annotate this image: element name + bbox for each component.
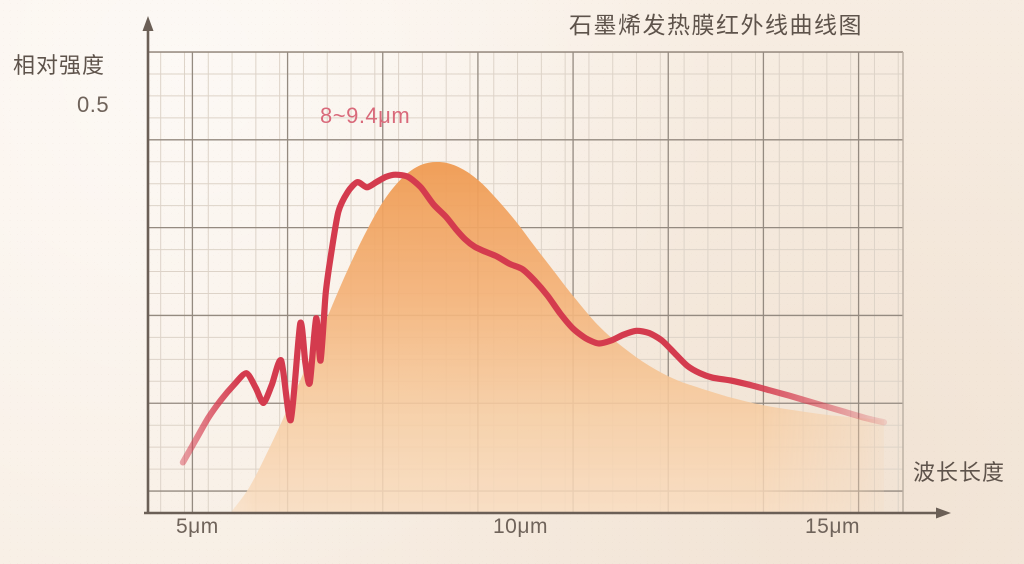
x-axis-tick-label-5um: 5μm xyxy=(176,515,219,538)
x-axis-tick-label-10um: 10μm xyxy=(493,515,548,538)
x-axis-tick-label-15um: 15μm xyxy=(805,515,860,538)
y-axis-title: 相对强度 xyxy=(13,53,106,78)
axes xyxy=(142,16,951,519)
y-axis-tick-label: 0.5 xyxy=(77,92,110,117)
graphene-emission-curve xyxy=(179,171,888,466)
y-axis-arrow-icon xyxy=(142,16,154,31)
x-axis-arrow-icon xyxy=(936,507,951,519)
chart-title: 石墨烯发热膜红外线曲线图 xyxy=(569,12,863,38)
blackbody-area-series xyxy=(230,161,884,514)
x-axis-title: 波长长度 xyxy=(913,460,1006,485)
peak-range-annotation: 8~9.4μm xyxy=(320,103,411,128)
